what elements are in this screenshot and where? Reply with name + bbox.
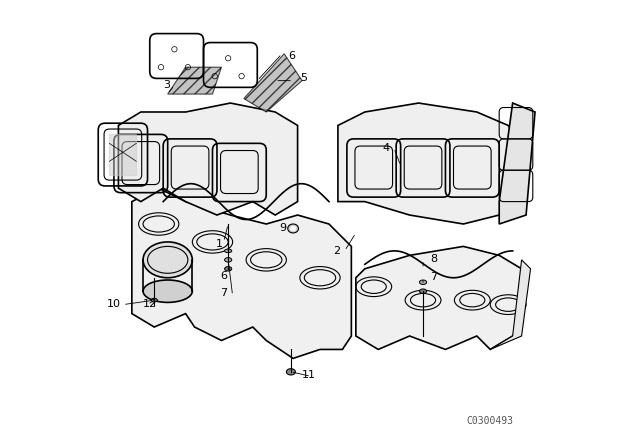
Text: C0300493: C0300493 [467,416,514,426]
Ellipse shape [143,280,192,302]
Polygon shape [356,246,522,349]
Ellipse shape [287,369,296,375]
Ellipse shape [225,258,232,262]
Text: 7: 7 [220,289,227,298]
Text: 1: 1 [216,239,223,249]
Ellipse shape [151,298,157,302]
Text: 12: 12 [143,299,157,309]
Text: 4: 4 [382,143,389,153]
Text: 2: 2 [333,246,340,256]
Polygon shape [118,103,298,215]
Text: 6: 6 [289,51,296,61]
Text: 9: 9 [279,223,287,233]
Ellipse shape [419,280,427,284]
Ellipse shape [143,242,192,278]
Text: 5: 5 [300,73,307,83]
Ellipse shape [288,224,298,233]
Polygon shape [499,103,535,224]
Text: 6: 6 [220,271,227,280]
Polygon shape [244,54,302,112]
Text: 11: 11 [302,370,316,380]
Text: 10: 10 [107,299,121,309]
Polygon shape [109,134,136,175]
Text: 8: 8 [430,254,437,264]
Polygon shape [490,260,531,349]
Ellipse shape [225,267,232,271]
Polygon shape [338,103,522,224]
Ellipse shape [225,249,232,253]
Ellipse shape [419,289,427,293]
Text: 7: 7 [430,272,437,282]
Ellipse shape [291,226,296,231]
Text: 3: 3 [163,80,170,90]
Polygon shape [132,188,351,358]
Polygon shape [168,67,221,94]
